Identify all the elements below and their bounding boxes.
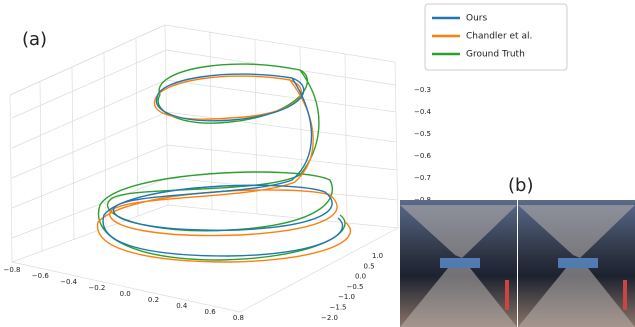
legend-label: Chandler et al. [466,32,532,42]
tick-label: −0.2 [88,284,105,292]
tick-label: −1.0 [338,293,355,301]
tick-label: 0.8 [233,314,244,322]
y-axis-ticks: 1.0 0.5 0.0 −0.5 −1.0 −1.5 −2.0 [321,252,383,322]
panel-b-image [400,200,635,327]
axes-box [10,25,398,312]
tick-label: −2.0 [321,314,338,322]
page: −0.8 −0.6 −0.4 −0.2 0.0 0.2 0.4 0.6 0.8 1.0 0.5 0.… [0,0,635,327]
tick-label: −0.6 [414,152,432,160]
tick-label: 0.5 [364,262,375,270]
tick-label: −0.8 [4,266,21,274]
legend-label: Ours [466,14,487,24]
tick-label: −0.3 [414,86,431,94]
tick-label: −0.5 [414,130,431,138]
panel-label: (b) [508,175,533,196]
z-axis-ticks: −0.3−0.4−0.5−0.6−0.7−0.8 [414,86,432,204]
legend: Ours Chandler et al. Ground Truth [425,4,567,70]
tick-label: −0.5 [347,283,364,291]
figure: −0.8 −0.6 −0.4 −0.2 0.0 0.2 0.4 0.6 0.8 1.0 0.5 0.… [0,0,635,327]
panel-label: (a) [22,29,47,50]
tick-label: 0.6 [205,308,217,316]
tick-label: 0.2 [148,296,159,304]
tick-label: −0.7 [414,174,431,182]
tick-label: −1.5 [330,304,347,312]
x-axis-ticks: −0.8 −0.6 −0.4 −0.2 0.0 0.2 0.4 0.6 0.8 [4,266,244,322]
tick-label: 0.4 [176,302,188,310]
tick-label: 1.0 [372,252,383,260]
tick-label: 0.0 [120,290,131,298]
legend-label: Ground Truth [466,50,525,60]
tick-label: −0.6 [32,272,50,280]
tick-label: −0.4 [60,278,78,286]
tick-label: 0.0 [355,273,366,281]
tick-label: −0.4 [414,108,432,116]
